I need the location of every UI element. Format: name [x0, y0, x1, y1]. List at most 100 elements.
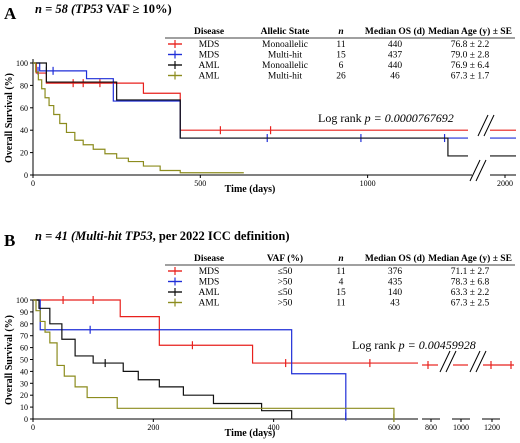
panel-b-title: n = 41 (Multi-hit TP53, per 2022 ICC def… [35, 229, 290, 243]
panel-a-curve-3 [33, 62, 244, 174]
panel-b-break-mark-1 [439, 350, 451, 373]
panel-b-ytick-label: 10 [20, 403, 28, 412]
panel-a-title-prefix: n = 58 ( [35, 2, 76, 16]
panel-b-legend-cell: 11 [336, 299, 345, 309]
panel-a-xlabel: Time (days) [225, 184, 276, 195]
panel-b-legend-cell: 71.1 ± 2.7 [451, 267, 490, 277]
panel-b-legend-cell: AML [198, 299, 219, 309]
panel-b-legend-cell: 15 [336, 288, 346, 298]
panel-a-header-median-age: Median Age (y) ± SE [428, 26, 512, 37]
panel-a-curve-2 [33, 62, 468, 157]
panel-b-title-prefix: n = 41 (Multi-hit [35, 229, 125, 243]
panel-b-ytick-label: 90 [20, 308, 28, 317]
panel-a-axis-break [468, 114, 516, 182]
panel-a-header-median-os: Median OS (d) [365, 26, 425, 37]
panel-b-xlabel: Time (days) [225, 428, 276, 439]
panel-a-letter: A [4, 4, 17, 23]
panel-a-break-mark-2 [475, 159, 487, 182]
panel-b-header-median-os: Median OS (d) [365, 253, 425, 264]
panel-b-xtick-label-broken: 800 [425, 423, 437, 432]
panel-b-logrank-p: p = 0.00459928 [398, 338, 476, 352]
panel-b-break-mark-4 [475, 350, 487, 373]
panel-a-ytick-label: 0 [24, 171, 28, 180]
panel-a-title: n = 58 (TP53 VAF ≥ 10%) [35, 2, 172, 16]
panel-b-xtick-label: 400 [268, 423, 280, 432]
panel-a-title-suffix: VAF ≥ 10%) [103, 2, 172, 16]
panel-b-letter: B [4, 231, 15, 250]
panel-a-legend-cell: 46 [390, 72, 400, 82]
panel-b-header-median-age: Median Age (y) ± SE [428, 253, 512, 264]
panel-b-curve-3 [33, 299, 395, 419]
panel-a-header-disease: Disease [194, 27, 224, 37]
panel-a-legend-rows: MDS Monoallelic 11 440 76.8 ± 2.2 MDS Multi-hi… [168, 40, 489, 82]
panel-b-ytick-label: 0 [24, 415, 28, 424]
panel-a-header-n: n [338, 27, 343, 37]
panel-a-legend-cell: Multi-hit [268, 51, 303, 61]
panel-a-legend-cell: Multi-hit [268, 72, 303, 82]
panel-b-title-suffix: , per 2022 ICC definition) [153, 229, 290, 243]
panel-b-legend-table: Disease VAF (%) n Median OS (d) Median A… [165, 253, 515, 309]
panel-a-xtick-label: 1000 [360, 179, 376, 188]
panel-b-legend-cell: 4 [339, 278, 344, 288]
panel-a-legend-cell: 440 [388, 61, 403, 71]
panel-b-header-n: n [338, 254, 343, 264]
panel-b-legend-cell: >50 [278, 299, 293, 309]
panel-b-xtick-label: 200 [147, 423, 159, 432]
panel-a-logrank-label: Log rank [318, 111, 365, 125]
panel-b-legend-cell: >50 [278, 278, 293, 288]
panel-b-xtick-label: 600 [388, 423, 400, 432]
panel-b-ytick-label: 70 [20, 332, 28, 341]
panel-b-ytick-label: 40 [20, 367, 28, 376]
panel-b-break-mark-2 [445, 350, 457, 373]
panel-b-ytick-label: 30 [20, 379, 28, 388]
panel-b-legend-cell: 435 [388, 278, 403, 288]
panel-a-legend-cell: 437 [388, 51, 403, 61]
panel-a-legend-cell: 26 [336, 72, 346, 82]
panel-a-legend-cell: 67.3 ± 1.7 [451, 72, 490, 82]
panel-b-legend-cell: 67.3 ± 2.5 [451, 299, 490, 309]
panel-b-title-gene: TP53 [125, 229, 153, 243]
panel-a-legend-cell: 11 [336, 40, 345, 50]
panel-b-plot: Overall Survival (%) Time (days) 0 10 20 30… [4, 296, 514, 439]
panel-a-xtick-label: 0 [31, 179, 35, 188]
panel-a-ytick-label: 20 [20, 149, 28, 158]
panel-a-ytick-label: 60 [20, 104, 28, 113]
panel-b-xtick-label: 0 [31, 423, 35, 432]
panel-b-ytick-label: 60 [20, 344, 28, 353]
panel-b-curve-2 [33, 299, 293, 419]
panel-b-legend-cell: ≤50 [278, 267, 293, 277]
panel-a-legend-cell: Monoallelic [262, 40, 308, 50]
panel-b-ytick-label: 80 [20, 320, 28, 329]
panel-b-logrank: Log rank p = 0.00459928 [352, 338, 476, 352]
panel-a-legend-cell: Monoallelic [262, 61, 308, 71]
panel-b-legend-cell: 140 [388, 288, 403, 298]
panel-b-header-vaf: VAF (%) [267, 253, 303, 264]
panel-b-ytick-label: 100 [16, 296, 28, 305]
panel-a-ytick-label: 40 [20, 126, 28, 135]
panel-b-ytick-label: 20 [20, 391, 28, 400]
panel-a-legend-cell: AML [198, 72, 219, 82]
panel-b-legend-cell: 78.3 ± 6.8 [451, 278, 490, 288]
panel-b-legend-cell: MDS [199, 278, 220, 288]
panel-a-legend-cell: 79.0 ± 2.8 [451, 51, 490, 61]
panel-b-ytick-label: 50 [20, 356, 28, 365]
panel-b-legend-cell: AML [198, 288, 219, 298]
panel-b-legend-cell: 63.3 ± 2.2 [451, 288, 490, 298]
panel-b-legend-cell: 11 [336, 267, 345, 277]
panel-a-break-mark-4 [483, 114, 495, 137]
panel-b-legend-cell: 43 [390, 299, 400, 309]
panel-a-legend-cell: 76.8 ± 2.2 [451, 40, 490, 50]
panel-a-legend-cell: 6 [339, 61, 344, 71]
panel-a-curves [33, 62, 516, 174]
panel-a-legend-cell: 76.9 ± 6.4 [451, 61, 490, 71]
panel-b-axis-break [422, 350, 514, 420]
panel-b-ylabel: Overall Survival (%) [4, 315, 15, 405]
panel-a-header-state: Allelic State [261, 27, 310, 37]
panel-a-ylabel: Overall Survival (%) [4, 73, 15, 163]
panel-b-legend-rows: MDS ≤50 11 376 71.1 ± 2.7 MDS >50 4 435 78.3 ± 6.… [168, 267, 489, 309]
panel-a-xtick-label: 500 [194, 179, 206, 188]
panel-a-legend-cell: MDS [199, 40, 220, 50]
panel-a-legend-cell: MDS [199, 51, 220, 61]
